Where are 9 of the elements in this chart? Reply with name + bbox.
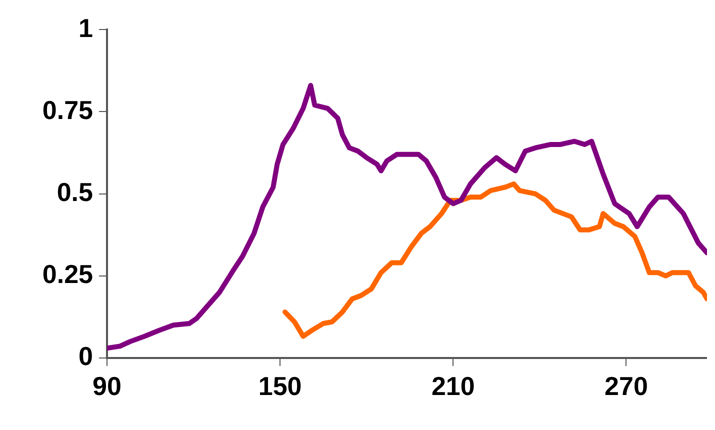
y-tick-label: 0	[78, 341, 93, 372]
y-tick-label: 0.5	[56, 176, 93, 207]
y-tick-label: 0.75	[42, 94, 93, 125]
x-tick-label: 90	[92, 370, 122, 401]
x-tick-label: 270	[604, 370, 648, 401]
y-tick-label: 0.25	[42, 259, 93, 290]
x-tick-label: 150	[258, 370, 302, 401]
x-tick-label: 210	[431, 370, 475, 401]
y-tick-label: 1	[78, 12, 93, 43]
